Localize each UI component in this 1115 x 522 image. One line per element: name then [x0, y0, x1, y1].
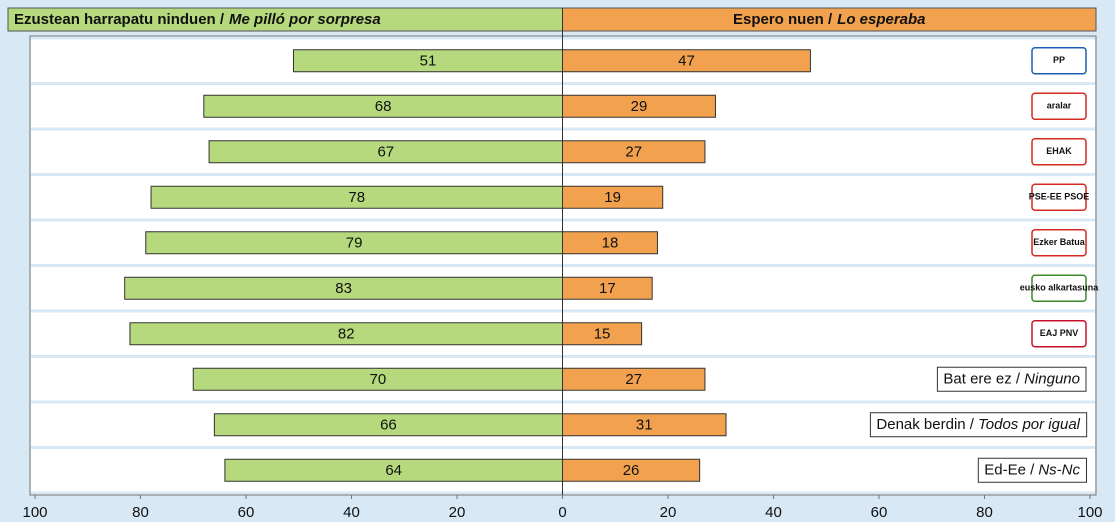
- category-label: Denak berdin / Todos por igual: [876, 416, 1080, 433]
- category-italic: Ns-Nc: [1038, 461, 1080, 478]
- category-italic: Ninguno: [1024, 370, 1080, 387]
- logo-box: [1031, 138, 1087, 166]
- value-label: 17: [599, 280, 616, 297]
- logo-box: [1031, 92, 1087, 120]
- legend-name: Espero nuen /: [733, 11, 833, 28]
- category-text: Ed-Ee /: [984, 461, 1035, 478]
- value-label: 26: [623, 462, 640, 479]
- value-label: 29: [631, 98, 648, 115]
- value-label: 15: [594, 326, 611, 343]
- category-logo: aralar: [1047, 101, 1072, 111]
- category-logo: EAJ PNV: [1040, 328, 1079, 338]
- x-tick-label: 80: [976, 504, 993, 521]
- legend-label: Espero nuen / Lo esperaba: [733, 11, 926, 28]
- x-tick-label: 100: [1077, 504, 1102, 521]
- value-label: 82: [338, 326, 355, 343]
- logo-box: [1031, 183, 1087, 211]
- logo-box: [1031, 274, 1087, 302]
- category-text: Bat ere ez /: [943, 370, 1021, 387]
- category-label: Ed-Ee / Ns-Nc: [984, 461, 1080, 478]
- legend-label: Ezustean harrapatu ninduen / Me pilló por…: [14, 11, 381, 28]
- value-label: 18: [602, 235, 619, 252]
- value-label: 79: [346, 235, 363, 252]
- category-italic: Todos por igual: [978, 416, 1081, 433]
- x-tick-label: 0: [558, 504, 566, 521]
- x-tick-label: 80: [132, 504, 149, 521]
- value-label: 66: [380, 417, 397, 434]
- logo-box: [1031, 320, 1087, 348]
- value-label: 64: [385, 462, 402, 479]
- x-tick-label: 20: [449, 504, 466, 521]
- value-label: 19: [604, 189, 621, 206]
- value-label: 31: [636, 417, 653, 434]
- value-label: 27: [625, 371, 642, 388]
- legend-name-italic: Me pilló por sorpresa: [229, 11, 381, 28]
- legend-name: Ezustean harrapatu ninduen /: [14, 11, 225, 28]
- category-logo: EHAK: [1046, 146, 1072, 156]
- category-logo: PP: [1053, 55, 1065, 65]
- x-tick-label: 60: [238, 504, 255, 521]
- x-tick-label: 40: [765, 504, 782, 521]
- category-text: Denak berdin /: [876, 416, 974, 433]
- logo-box: [1031, 47, 1087, 75]
- category-logo: PSE-EE PSOE: [1029, 192, 1090, 202]
- value-label: 68: [375, 98, 392, 115]
- value-label: 78: [348, 189, 365, 206]
- x-tick-label: 60: [871, 504, 888, 521]
- category-label: Bat ere ez / Ninguno: [943, 370, 1080, 387]
- legend-name-italic: Lo esperaba: [837, 11, 925, 28]
- category-box: [977, 457, 1087, 483]
- value-label: 67: [377, 144, 394, 161]
- logo-box: [1031, 229, 1087, 257]
- value-label: 70: [370, 371, 387, 388]
- x-tick-label: 100: [22, 504, 47, 521]
- x-tick-label: 40: [343, 504, 360, 521]
- value-label: 83: [335, 280, 352, 297]
- value-label: 27: [625, 144, 642, 161]
- category-logo: eusko alkartasuna: [1020, 283, 1100, 293]
- value-label: 47: [678, 53, 695, 70]
- category-box: [936, 366, 1087, 392]
- x-tick-label: 20: [660, 504, 677, 521]
- category-logo: Ezker Batua: [1033, 237, 1086, 247]
- category-box: [869, 412, 1088, 438]
- value-label: 51: [420, 53, 437, 70]
